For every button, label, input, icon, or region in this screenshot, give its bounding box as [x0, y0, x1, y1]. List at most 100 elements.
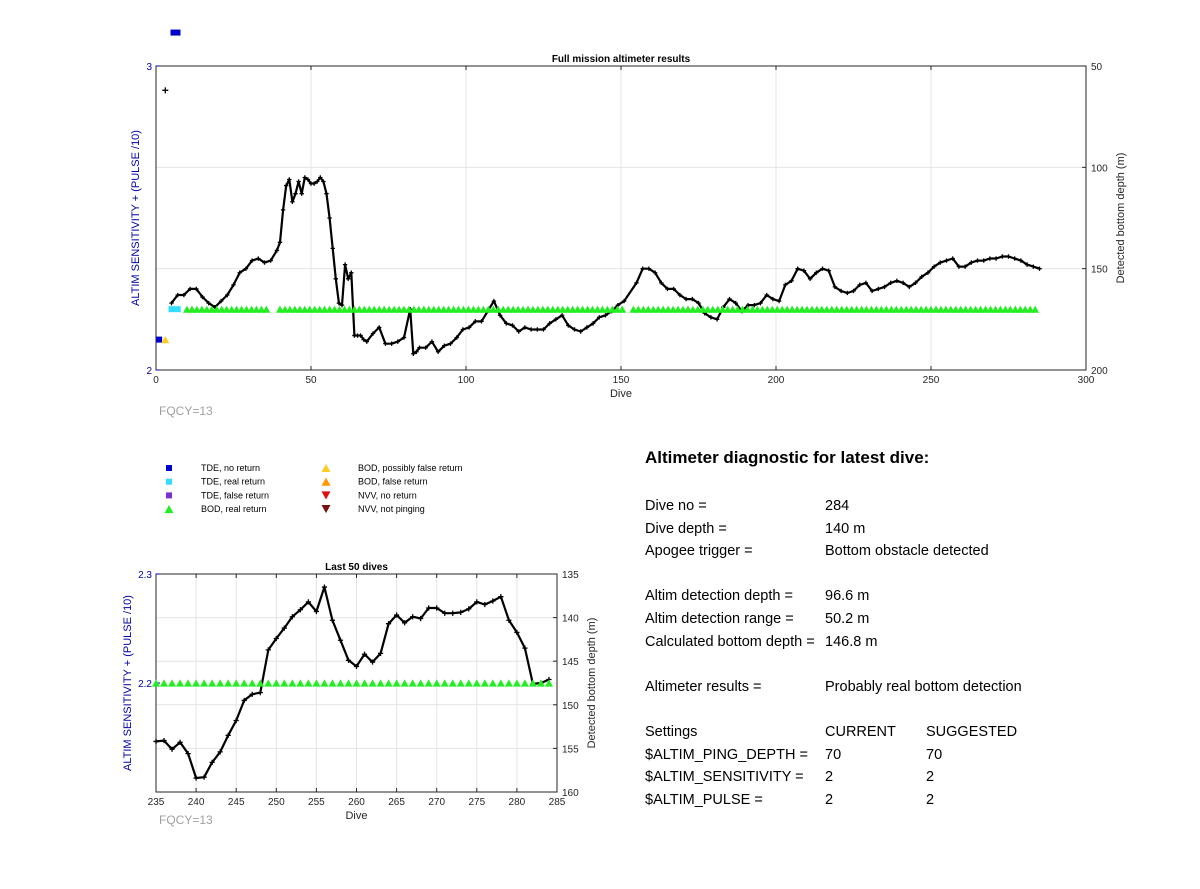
y-right-tick-label: 50 [1091, 62, 1103, 73]
x-tick-label: 300 [1078, 375, 1095, 386]
apogee-row: Apogee trigger = Bottom obstacle detecte… [645, 540, 1185, 563]
bod-real-return-marker [544, 679, 553, 687]
depth-point [975, 258, 980, 263]
depth-point [201, 774, 207, 780]
depth-point [187, 286, 193, 292]
depth-point [510, 323, 515, 328]
depth-point [851, 288, 856, 294]
bod-real-return-marker [312, 679, 321, 687]
depth-point [696, 300, 701, 306]
bod-real-return-marker [208, 679, 217, 687]
bod-real-return-marker [528, 679, 537, 687]
depth-point [514, 629, 520, 636]
bod-real-return-marker [224, 679, 233, 687]
depth-point [677, 292, 683, 298]
bod-real-return-marker [160, 679, 169, 687]
y-left-tick-label: 3 [146, 62, 152, 73]
legend-label: TDE, false return [201, 490, 269, 500]
depth-point [621, 298, 627, 304]
bod-real-return-marker [432, 679, 441, 687]
depth-point [448, 341, 453, 346]
bod-real-return-marker [248, 679, 257, 687]
depth-point [584, 325, 590, 330]
x-axis-label: Dive [345, 810, 367, 822]
depth-point [566, 323, 571, 328]
legend-label: BOD, real return [201, 504, 267, 514]
depth-point [752, 302, 757, 308]
y-right-axis-label: Detected bottom depth (m) [586, 618, 598, 749]
pulse-suggested: 2 [926, 791, 935, 808]
depth-point [194, 286, 199, 292]
depth-point [281, 625, 287, 631]
depth-point [401, 335, 407, 340]
depth-point [349, 270, 354, 275]
depth-point [882, 284, 887, 290]
depth-point [327, 215, 332, 221]
apogee-label: Apogee trigger = [645, 543, 753, 560]
depth-point [832, 284, 838, 290]
depth-point [541, 327, 546, 332]
depth-point [394, 612, 400, 618]
depth-point [671, 286, 676, 292]
depth-point [727, 296, 732, 302]
marker-legend: TDE, no return TDE, real return TDE, false… [164, 463, 463, 514]
bod-real-return-marker [192, 679, 201, 687]
depth-point [900, 280, 906, 286]
depth-point [324, 191, 329, 196]
depth-point [764, 292, 769, 298]
depth-point [330, 246, 335, 251]
depth-point [313, 608, 319, 615]
depth-point [389, 341, 394, 346]
bod-real-return-marker [392, 679, 401, 687]
depth-line [170, 176, 1040, 355]
depth-point [474, 599, 480, 605]
legend-label: BOD, possibly false return [358, 463, 463, 473]
depth-point [801, 268, 807, 273]
depth-point [683, 296, 689, 302]
fqcy-label: FQCY=13 [159, 813, 213, 827]
tde-no-return-marker [170, 29, 181, 36]
depth-point [305, 599, 311, 605]
bod-real-return-marker [480, 679, 489, 687]
depth-point [826, 268, 831, 273]
depth-point [466, 325, 472, 330]
depth-point [535, 327, 540, 332]
depth-point [1012, 256, 1017, 261]
depth-point [353, 663, 360, 670]
legend-marker-triangle [321, 463, 331, 473]
depth-point [329, 617, 336, 623]
depth-point [987, 256, 993, 261]
depth-point [342, 262, 348, 267]
x-tick-label: 285 [549, 797, 566, 808]
depth-point [336, 300, 342, 306]
legend-label: TDE, real return [201, 477, 265, 487]
depth-point [243, 266, 249, 271]
depth-point [225, 732, 231, 738]
depth-point [907, 284, 912, 290]
depth-point [383, 341, 388, 346]
bod-possibly-false-marker [161, 336, 170, 344]
bod-real-return-marker [280, 679, 289, 687]
x-tick-label: 260 [348, 797, 365, 808]
results-row: Altimeter results = Probably real bottom… [645, 676, 1185, 699]
depth-point [634, 280, 639, 286]
dive-depth-value: 140 m [825, 520, 866, 537]
x-tick-label: 100 [458, 375, 475, 386]
depth-point [770, 296, 776, 302]
depth-point [838, 288, 844, 294]
bod-real-return-marker [618, 305, 627, 313]
depth-point [369, 659, 376, 665]
depth-point [590, 321, 596, 326]
ping-depth-label: $ALTIM_PING_DEPTH = [645, 746, 808, 763]
bod-real-return-marker [320, 679, 329, 687]
y-right-tick-label: 140 [562, 614, 579, 625]
depth-point [1031, 264, 1036, 269]
x-tick-label: 200 [768, 375, 785, 386]
depth-point [414, 349, 419, 354]
depth-point [888, 280, 893, 286]
legend-marker-square [166, 478, 172, 485]
x-tick-label: 250 [923, 375, 940, 386]
x-tick-label: 50 [305, 375, 317, 386]
depth-point [162, 87, 169, 94]
bod-real-return-marker [1031, 305, 1040, 313]
